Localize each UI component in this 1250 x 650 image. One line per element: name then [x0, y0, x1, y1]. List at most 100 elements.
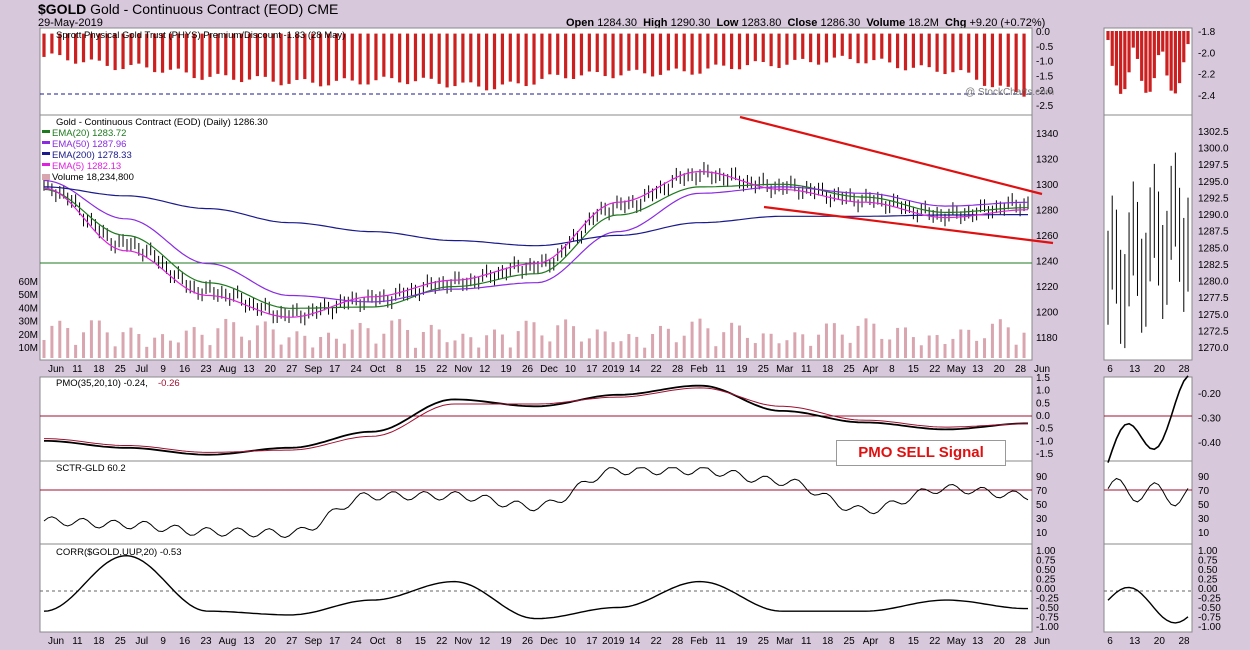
phys-bar — [208, 33, 212, 77]
phys-bar — [508, 33, 512, 82]
volume-axis-tick: 50M — [19, 290, 38, 301]
phys-bar — [477, 33, 481, 87]
corr-label: CORR($GOLD,UUP,20) -0.53 — [56, 547, 181, 558]
corr-axis-tick: -0.75 — [1036, 613, 1059, 624]
x-axis-tick-bottom: Sep — [304, 636, 322, 647]
side-price-axis-tick: 1295.0 — [1198, 177, 1229, 188]
x-axis-tick-bottom: 15 — [415, 636, 427, 647]
phys-bar — [959, 33, 963, 71]
x-axis-tick: 13 — [243, 364, 255, 375]
phys-bar — [66, 33, 70, 61]
phys-bar — [153, 33, 157, 73]
phys-bar — [358, 33, 362, 85]
watermark: @ StockCharts.com — [965, 87, 1055, 98]
x-axis-tick-bottom: 8 — [396, 636, 402, 647]
side-corr-pane — [1103, 543, 1193, 633]
chart-date: 29-May-2019 — [38, 17, 103, 29]
volume-bar — [153, 337, 157, 358]
volume-bar — [777, 343, 781, 358]
volume-bar — [540, 335, 544, 358]
price-axis-tick: 1180 — [1036, 333, 1058, 344]
volume-bar — [548, 341, 552, 358]
volume-bar — [738, 325, 742, 358]
price-axis-tick: 1200 — [1036, 308, 1059, 319]
phys-bar — [145, 33, 149, 68]
phys-bar — [263, 33, 267, 77]
phys-bar — [990, 33, 995, 88]
volume-bar — [105, 332, 109, 358]
phys-bar — [769, 33, 773, 67]
x-axis-tick-bottom: 11 — [72, 636, 83, 647]
x-axis-tick-bottom: 2019 — [602, 636, 625, 647]
x-axis-tick-bottom: 28 — [1015, 636, 1027, 647]
volume-bar — [200, 334, 204, 358]
phys-bar — [864, 33, 868, 64]
x-axis-tick-bottom: 9 — [160, 636, 166, 647]
phys-bar — [382, 33, 386, 77]
volume-bar — [579, 341, 583, 358]
side-pmo-line — [1107, 375, 1189, 463]
x-axis-tick: 28 — [672, 364, 684, 375]
price-axis-tick: 1220 — [1036, 282, 1059, 293]
volume-bar — [856, 325, 860, 358]
x-axis-tick-bottom: Feb — [690, 636, 708, 647]
volume-bar — [1006, 327, 1010, 358]
low-value: 1283.80 — [741, 17, 782, 29]
volume-bar — [453, 340, 457, 358]
phys-bar — [113, 33, 117, 71]
corr-axis-tick: -0.50 — [1036, 603, 1059, 614]
x-axis-tick: 25 — [844, 364, 856, 375]
side-price-axis-tick: 1277.5 — [1198, 293, 1229, 304]
x-axis-tick-bottom: Mar — [776, 636, 794, 647]
side-price-axis-tick: 1292.5 — [1198, 193, 1229, 204]
ema20-label: EMA(20) 1283.72 — [52, 128, 126, 139]
side-price-axis-tick: 1285.0 — [1198, 243, 1229, 254]
corr-axis-tick: 0.25 — [1036, 575, 1056, 586]
phys-bar — [532, 33, 536, 85]
x-axis-tick-bottom: Jul — [135, 636, 148, 647]
volume-bar — [516, 331, 520, 358]
volume-bar — [975, 340, 979, 358]
side-x-axis-tick: 6 — [1107, 364, 1113, 375]
volume-bar — [911, 337, 915, 358]
volume-bar — [556, 325, 560, 358]
volume-bar — [682, 335, 686, 358]
phys-bar — [500, 33, 505, 85]
phys-bar — [730, 33, 734, 70]
x-axis-tick: 8 — [889, 364, 895, 375]
x-axis-tick: Nov — [454, 364, 472, 375]
volume-bar — [508, 347, 512, 358]
phys-bar — [97, 33, 101, 61]
phys-bar — [824, 33, 829, 63]
x-axis-tick-bottom: 11 — [715, 636, 726, 647]
phys-bar — [413, 33, 418, 82]
phys-bar — [753, 33, 757, 62]
x-axis-tick-bottom: Jun — [1034, 636, 1050, 647]
pmo-axis-tick: -0.5 — [1036, 424, 1054, 435]
x-axis-tick: 28 — [1015, 364, 1027, 375]
corr-pane — [39, 543, 1033, 633]
volume-bar — [89, 320, 93, 358]
side-phys-axis-tick: -2.0 — [1198, 48, 1216, 59]
side-corr-axis-tick: -1.00 — [1198, 622, 1221, 633]
price-axis-tick: 1320 — [1036, 155, 1059, 166]
volume-bar — [74, 344, 78, 358]
corr-axis-tick: 0.75 — [1036, 556, 1056, 567]
side-phys-bar — [1114, 31, 1119, 86]
volume-axis-tick: 10M — [19, 343, 38, 354]
phys-bar — [271, 33, 275, 82]
phys-bar — [429, 33, 433, 79]
x-axis-tick: Mar — [776, 364, 794, 375]
price-axis-tick: 1240 — [1036, 257, 1059, 268]
side-phys-bar — [1165, 31, 1169, 76]
phys-bar — [516, 33, 520, 84]
volume-bar — [698, 318, 702, 358]
side-phys-bar — [1173, 31, 1177, 94]
volume-bar — [722, 332, 726, 358]
phys-bar — [247, 33, 252, 80]
phys-bar — [184, 33, 188, 73]
price-axis-tick: 1280 — [1036, 206, 1059, 217]
phys-bar — [706, 33, 710, 69]
x-axis-tick: Oct — [370, 364, 386, 375]
phys-bar — [627, 33, 631, 71]
